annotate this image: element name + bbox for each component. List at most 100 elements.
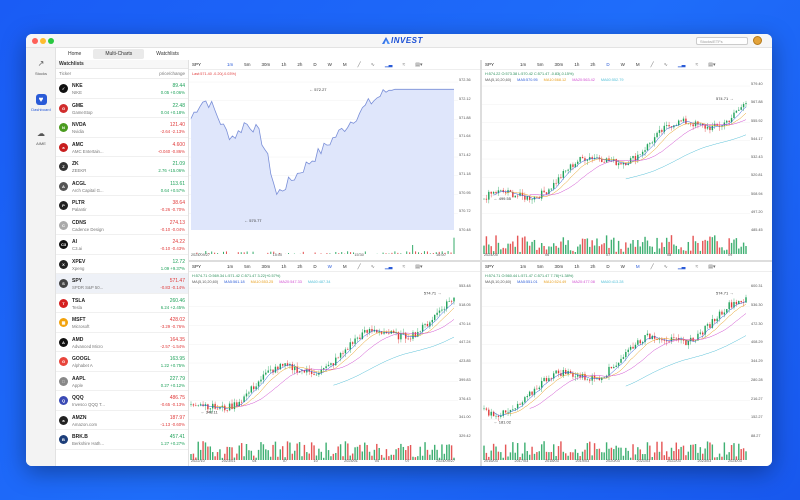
rail-item-dashboard[interactable]: ♥ Dashboard [26, 94, 56, 112]
list-item[interactable]: ✓ NKE NIKE 89.44 0.05 +0.06% [56, 79, 188, 99]
close-window-button[interactable] [32, 38, 38, 44]
chart-symbol[interactable]: SPY [485, 264, 495, 269]
chart-canvas[interactable]: 574.71 → ← 499.55 [482, 84, 750, 254]
interval-5m[interactable]: 5m [244, 62, 251, 67]
avatar[interactable] [753, 36, 762, 45]
minimize-window-button[interactable] [40, 38, 46, 44]
list-item[interactable]: T TSLA Tesla 260.46 6.24 +2.45% [56, 294, 188, 313]
interval-1m[interactable]: 1m [227, 264, 234, 269]
interval-5m[interactable]: 5m [537, 264, 544, 269]
interval-30m[interactable]: 30m [554, 62, 564, 67]
interval-5m[interactable]: 5m [537, 62, 544, 67]
list-item[interactable]: B BRK.B Berkshire Hath... 457.41 1.27 +0.27% [56, 430, 188, 450]
compare-icon[interactable]: ≈ [695, 61, 699, 68]
chart-panel-tr[interactable]: SPY 1m 5m 30m 1h 2h D W M ╱ ∿ ▁▃ ≈ ▤▾ H:574.22 O:573.3… [482, 60, 772, 260]
list-item[interactable]: C3 AI C3.ai 24.22 -0.10 -0.43% [56, 235, 188, 255]
list-item[interactable]: A AMD Advanced Micro 164.35 -2.57 -1.54% [56, 333, 188, 352]
chart-canvas[interactable]: 574.71 → ← 181.02 [482, 286, 750, 460]
candle-body [279, 363, 281, 370]
list-item[interactable]: a AMC AMC Entertain... 4.600 -0.040 -0.86% [56, 138, 188, 157]
indicator-icon[interactable]: ∿ [663, 61, 668, 68]
tab-home[interactable]: Home [68, 51, 82, 57]
chart-symbol[interactable]: SPY [192, 62, 202, 67]
interval-m[interactable]: M [635, 264, 640, 269]
chart-type-icon[interactable]: ▁▃ [677, 61, 686, 68]
chart-type-icon[interactable]: ▁▃ [677, 263, 686, 270]
chart-canvas[interactable]: 574.71 → ← 348.11 [189, 286, 458, 460]
indicator-icon[interactable]: ∿ [370, 61, 375, 68]
interval-w[interactable]: W [327, 62, 332, 67]
chart-type-icon[interactable]: ▁▃ [384, 263, 393, 270]
chart-canvas[interactable]: ← 572.27 ← 570.77 [189, 80, 458, 254]
column-ticker[interactable]: Ticker [59, 71, 72, 76]
list-item[interactable]: G GME GameStop 22.48 0.04 +0.18% [56, 99, 188, 118]
chart-type-icon[interactable]: ▁▃ [384, 61, 393, 68]
interval-d[interactable]: D [313, 62, 317, 67]
volume-bar [668, 456, 670, 460]
tab-watchlists[interactable]: Watchlists [156, 51, 179, 57]
tab-multi-charts[interactable]: Multi-Charts [93, 49, 145, 59]
compare-icon[interactable]: ≈ [402, 263, 406, 270]
interval-1h[interactable]: 1h [574, 62, 580, 67]
chart-panel-bl[interactable]: SPY 1m 5m 30m 1h 2h D W M ╱ ∿ ▁▃ ≈ ▤▾ H:574.71 O:569.3… [189, 262, 480, 466]
compare-icon[interactable]: ≈ [402, 61, 406, 68]
list-item[interactable]: a AMZN Amazon.com 187.97 -1.13 -0.60% [56, 411, 188, 430]
interval-d[interactable]: D [313, 264, 317, 269]
interval-5m[interactable]: 5m [244, 264, 251, 269]
column-price-change[interactable]: price/change [159, 71, 185, 76]
list-item[interactable]: A ACGL Arch Capital G... 113.61 0.64 +0.57% [56, 177, 188, 196]
chart-panel-tl[interactable]: SPY 1m 5m 30m 1h 2h D W M ╱ ∿ ▁▃ ≈ ▤▾ Last:571.40 -0.2… [189, 60, 480, 260]
interval-2h[interactable]: 2h [590, 62, 596, 67]
interval-w[interactable]: W [620, 62, 625, 67]
layout-icon[interactable]: ▤▾ [708, 61, 716, 68]
list-item[interactable]: N NVDA Nvidia 121.40 -2.64 -2.13% [56, 118, 188, 138]
interval-w[interactable]: W [327, 264, 332, 269]
chart-symbol[interactable]: SPY [192, 264, 202, 269]
indicator-icon[interactable]: ∿ [663, 263, 668, 270]
interval-30m[interactable]: 30m [261, 264, 271, 269]
draw-line-icon[interactable]: ╱ [357, 263, 361, 270]
list-item[interactable]: P PLTR Palantir 38.64 -0.26 -0.70% [56, 196, 188, 216]
interval-2h[interactable]: 2h [297, 264, 303, 269]
interval-d[interactable]: D [606, 264, 610, 269]
chart-panel-br[interactable]: SPY 1m 5m 30m 1h 2h D W M ╱ ∿ ▁▃ ≈ ▤▾ H:574.71 O:560.4… [482, 262, 772, 466]
list-item[interactable]: S SPY SPDR S&P 50... 571.47 -0.83 -0.14% [56, 274, 188, 294]
list-item[interactable]: ▦ MSFT Microsoft 428.02 -3.29 -0.76% [56, 313, 188, 333]
draw-line-icon[interactable]: ╱ [650, 263, 654, 270]
interval-1m[interactable]: 1m [227, 62, 234, 67]
grid-divider-vertical[interactable] [480, 60, 482, 466]
list-item[interactable]: X XPEV Xpeng 12.72 1.09 +9.37% [56, 255, 188, 274]
draw-line-icon[interactable]: ╱ [650, 61, 654, 68]
interval-m[interactable]: M [342, 62, 347, 67]
interval-1h[interactable]: 1h [281, 264, 287, 269]
interval-30m[interactable]: 30m [261, 62, 271, 67]
search-input[interactable]: Stocks/ETFs [696, 37, 748, 45]
interval-w[interactable]: W [620, 264, 625, 269]
grid-divider-horizontal[interactable] [189, 260, 772, 262]
interval-1h[interactable]: 1h [281, 62, 287, 67]
interval-1m[interactable]: 1m [520, 62, 527, 67]
interval-m[interactable]: M [635, 62, 640, 67]
chart-symbol[interactable]: SPY [485, 62, 495, 67]
interval-1h[interactable]: 1h [574, 264, 580, 269]
compare-icon[interactable]: ≈ [695, 263, 699, 270]
rail-item-stocks[interactable]: ↗ Stocks [26, 58, 56, 76]
interval-d[interactable]: D [606, 62, 610, 67]
draw-line-icon[interactable]: ╱ [357, 61, 361, 68]
interval-2h[interactable]: 2h [297, 62, 303, 67]
interval-m[interactable]: M [342, 264, 347, 269]
interval-2h[interactable]: 2h [590, 264, 596, 269]
list-item[interactable]: Q QQQ Invesco QQQ T... 486.75 -0.65 -0.13% [56, 391, 188, 411]
interval-1m[interactable]: 1m [520, 264, 527, 269]
layout-icon[interactable]: ▤▾ [415, 263, 423, 270]
list-item[interactable]: C CDNS Cadence Design 274.13 -0.10 -0.04% [56, 216, 188, 235]
rail-item-aime[interactable]: ☁ AIME [26, 128, 56, 146]
list-item[interactable]: G GOOGL Alphabet A 163.95 1.22 +0.75% [56, 352, 188, 372]
zoom-window-button[interactable] [48, 38, 54, 44]
interval-30m[interactable]: 30m [554, 264, 564, 269]
indicator-icon[interactable]: ∿ [370, 263, 375, 270]
layout-icon[interactable]: ▤▾ [708, 263, 716, 270]
list-item[interactable]: Z ZK ZEEKR 21.09 2.76 +15.06% [56, 157, 188, 177]
layout-icon[interactable]: ▤▾ [415, 61, 423, 68]
